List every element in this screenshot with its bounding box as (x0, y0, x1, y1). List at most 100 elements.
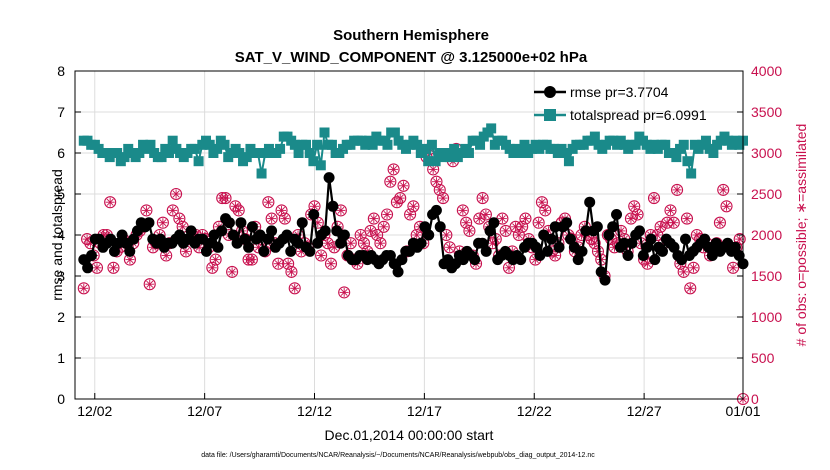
obs-point (667, 216, 680, 229)
totalspread-point (367, 139, 378, 150)
obs-point-star-arm (103, 231, 111, 239)
obs-point (476, 192, 489, 205)
obs-point-circle (713, 216, 726, 229)
rmse-point (603, 229, 615, 241)
totalspread-point (686, 168, 697, 179)
obs-point (437, 192, 450, 205)
totalspread-point (515, 148, 526, 158)
totalspread-point (312, 139, 323, 150)
obs-point-star-arm (337, 206, 345, 214)
y-right-tick-label: 2500 (751, 186, 782, 202)
rmse-point (599, 274, 611, 286)
totalspread-point (671, 152, 682, 163)
obs-point-star-arm (235, 206, 243, 214)
obs-point-star-arm (370, 215, 378, 223)
obs-point-circle (717, 183, 730, 196)
obs-point-star-arm (367, 227, 375, 235)
obs-point (496, 212, 509, 225)
totalspread-point (326, 139, 337, 150)
obs-point-circle (262, 196, 275, 209)
obs-point-star-arm (666, 206, 674, 214)
rmse-point (108, 245, 120, 257)
rmse-point (645, 233, 657, 245)
x-tick-label: 12/22 (517, 403, 552, 419)
obs-point-circle (288, 282, 301, 295)
obs-point-star-arm (146, 280, 154, 288)
obs-point-circle (219, 192, 232, 205)
obs-point-star-arm (222, 194, 230, 202)
obs-point (374, 237, 387, 250)
obs-point-star-arm (736, 235, 744, 243)
obs-point-star-arm (690, 264, 698, 272)
obs-point-star-arm (357, 231, 365, 239)
totalspread-point (163, 148, 174, 158)
obs-point (364, 224, 377, 237)
obs-point (209, 253, 222, 266)
rmse-point (626, 237, 638, 249)
obs-point-star-arm (634, 210, 642, 219)
obs-point-circle (338, 286, 351, 299)
obs-point (315, 249, 328, 262)
totalspread-point (112, 148, 123, 158)
rmse-point (423, 229, 435, 241)
obs-point-star-arm (591, 239, 599, 247)
obs-point-circle (456, 204, 469, 217)
y-left-tick-label: 0 (57, 391, 65, 407)
rmse-point (469, 254, 481, 266)
totalspread-series (78, 123, 748, 179)
obs-point-circle (390, 196, 403, 209)
obs-point-circle (387, 163, 400, 176)
y-right-tick-label: 3000 (751, 145, 782, 161)
obs-point-star-arm (406, 210, 414, 219)
obs-point-star-arm (650, 194, 658, 202)
rmse-point (323, 172, 335, 184)
data-file-footnote: data file: /Users/gharamti/Documents/NCA… (201, 452, 595, 459)
totalspread-point (708, 148, 719, 158)
obs-point (664, 204, 677, 217)
obs-point-star-arm (327, 260, 335, 268)
obs-point (262, 196, 275, 209)
obs-point (107, 261, 120, 274)
x-tick-label: 12/02 (77, 403, 112, 419)
rmse-point (657, 245, 669, 257)
rmse-point (733, 250, 745, 261)
obs-point-star-arm (281, 215, 289, 223)
chart-title-line-1: Southern Hemisphere (333, 27, 489, 44)
obs-point-circle (437, 192, 450, 205)
obs-point (684, 282, 697, 295)
obs-point-star-arm (475, 215, 483, 223)
y-right-tick-label: 1500 (751, 268, 782, 284)
obs-point (671, 183, 684, 196)
obs-point (717, 183, 730, 196)
obs-point (170, 187, 183, 201)
obs-point-star-arm (716, 219, 724, 227)
obs-point-star-arm (264, 198, 272, 206)
obs-point-star-arm (195, 243, 203, 251)
obs-point-circle (631, 208, 644, 221)
legend-rmse-label: rmse pr=3.7704 (570, 84, 669, 100)
obs-point-circle (377, 220, 390, 233)
obs-point (687, 261, 700, 274)
rmse-point (335, 237, 347, 249)
rmse-point (82, 262, 94, 274)
totalspread-point (275, 143, 286, 154)
obs-point-circle (720, 200, 733, 213)
totalspread-point (134, 148, 145, 158)
obs-point (407, 200, 420, 213)
obs-point-star-arm (432, 178, 440, 186)
y-right-tick-label: 0 (751, 391, 759, 407)
totalspread-point (426, 139, 437, 150)
obs-point (727, 261, 740, 274)
rmse-point (227, 229, 239, 241)
obs-point-star-arm (479, 194, 487, 202)
y-right-tick-label: 4000 (751, 63, 782, 79)
obs-point-circle (680, 212, 694, 225)
obs-point (160, 249, 173, 262)
rmse-point (419, 221, 431, 233)
totalspread-point (423, 156, 434, 167)
rmse-point (545, 233, 557, 245)
y-left-tick-label: 5 (57, 186, 65, 202)
y-left-tick-label: 6 (57, 145, 65, 161)
obs-point-star-arm (212, 256, 220, 264)
